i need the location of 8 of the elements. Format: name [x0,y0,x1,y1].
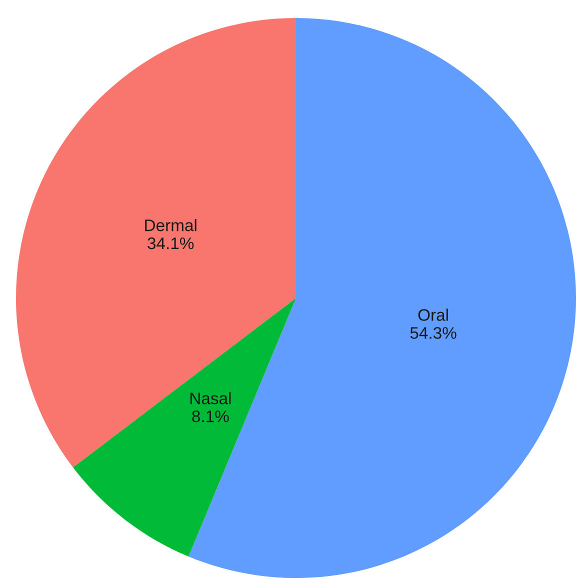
slice-label: Nasal [190,392,231,404]
data-label: 8.1% [192,410,229,422]
pie-slice [16,18,296,468]
data-label: 54.3% [410,327,456,339]
slice-label: Dermal [145,219,196,232]
data-label: 34.1% [148,237,194,250]
slice-label: Oral [418,308,448,321]
pie-slice [73,298,296,557]
